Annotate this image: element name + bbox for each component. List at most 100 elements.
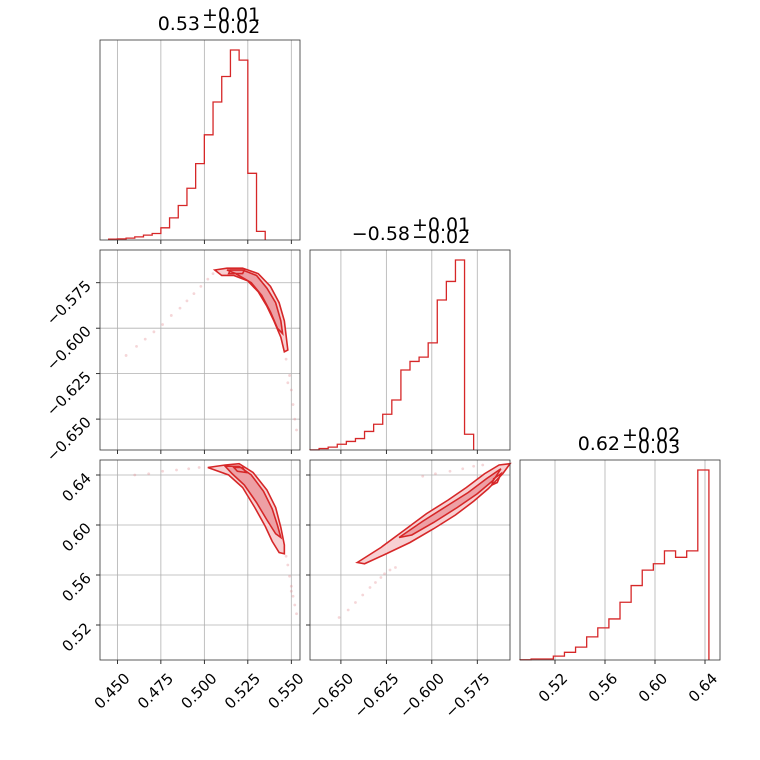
x-tick-label: 0.500	[178, 670, 221, 713]
sample-point	[337, 616, 341, 619]
sample-point	[368, 586, 372, 589]
sample-point	[448, 469, 452, 473]
x-tick-label: 0.56	[585, 670, 621, 706]
x-tick-label: −0.650	[305, 670, 357, 722]
y-tick-label: −0.650	[43, 413, 95, 465]
sample-point	[175, 468, 178, 472]
sample-point	[434, 472, 437, 476]
panel-title-2: 0.62	[578, 433, 620, 455]
y-tick-label: −0.625	[43, 368, 95, 420]
sample-point	[289, 584, 293, 588]
sample-point	[169, 314, 173, 317]
y-tick-label: 0.60	[58, 519, 94, 555]
contour-fill-outer	[214, 268, 288, 352]
sample-point	[289, 589, 293, 593]
sample-point	[284, 357, 288, 361]
sample-point	[379, 576, 383, 579]
contour-line-core	[227, 269, 246, 275]
sample-point	[161, 323, 165, 326]
panel-frame	[309, 249, 511, 451]
y-tick-label: −0.575	[43, 277, 95, 329]
x-tick-label: 0.64	[685, 670, 721, 706]
sample-point	[354, 601, 357, 604]
histogram-0	[108, 49, 266, 240]
sample-point	[288, 574, 291, 578]
scatter-panel-2-1	[306, 459, 512, 664]
sample-point	[295, 612, 298, 616]
sample-point	[286, 563, 290, 567]
y-tick-labels-2: 0.52 0.56 0.60 0.64	[58, 469, 94, 655]
x-tick-label: −0.575	[442, 670, 494, 722]
sample-point	[161, 469, 165, 473]
sample-point	[187, 467, 191, 471]
sample-point	[206, 277, 210, 281]
sample-point	[291, 403, 295, 406]
sample-point	[291, 594, 295, 598]
x-tick-label: 0.60	[635, 670, 671, 706]
y-tick-label: 0.64	[58, 469, 94, 505]
sample-point	[199, 284, 203, 288]
histogram-panel-0: 0.53 +0.01−0.02	[99, 4, 301, 244]
contour-line-core	[232, 466, 248, 474]
sample-point	[197, 466, 201, 469]
contour-line-inner	[226, 269, 284, 336]
contour-line-inner	[398, 468, 502, 539]
sample-point	[293, 603, 297, 607]
sample-point	[289, 388, 293, 392]
histogram-2	[519, 469, 710, 661]
sample-point	[147, 472, 151, 476]
sample-point	[361, 593, 365, 597]
panel-title-lower-0: −0.02	[202, 16, 260, 38]
x-tick-label: 0.475	[134, 670, 177, 713]
panel-title-lower-1: −0.02	[412, 226, 470, 248]
x-tick-label: −0.600	[396, 670, 448, 722]
sample-point	[133, 473, 137, 477]
sample-point	[295, 428, 298, 432]
x-tick-labels-2: 0.52 0.56 0.60 0.64	[535, 670, 721, 706]
panel-title-lower-2: −0.03	[622, 436, 680, 458]
panel-frame	[519, 459, 721, 661]
y-tick-label: 0.56	[58, 569, 94, 605]
sample-point	[286, 381, 290, 385]
sample-point	[374, 581, 377, 584]
sample-point	[481, 463, 485, 467]
sample-point	[185, 299, 189, 303]
contour-line-inner	[223, 465, 283, 540]
x-tick-label: 0.550	[264, 670, 307, 713]
sample-point	[472, 464, 476, 468]
sample-point	[288, 374, 291, 377]
x-tick-label: 0.525	[221, 670, 264, 713]
sample-point	[284, 554, 288, 558]
sample-point	[346, 608, 350, 612]
y-tick-label: −0.600	[43, 322, 95, 374]
sample-point	[143, 337, 147, 341]
panel-title-upper-1: +0.01	[412, 214, 470, 236]
sample-point	[421, 474, 425, 478]
sample-point	[192, 292, 196, 296]
panel-title-1: −0.58	[352, 223, 410, 245]
x-tick-label: 0.52	[535, 670, 571, 706]
x-tick-labels-1: −0.650−0.625−0.600−0.575	[305, 670, 493, 722]
sample-point	[124, 354, 128, 357]
histogram-1	[309, 259, 475, 451]
panel-title-0: 0.53	[158, 13, 200, 35]
sample-point	[383, 572, 386, 576]
sample-point	[211, 272, 215, 276]
sample-point	[394, 566, 397, 569]
contour-line-outer	[355, 462, 512, 565]
scatter-panel-1-0	[96, 249, 301, 454]
sample-point	[293, 417, 297, 421]
sample-point	[152, 330, 156, 334]
panel-title-upper-0: +0.01	[202, 4, 260, 26]
x-tick-label: 0.450	[91, 670, 134, 713]
x-tick-label: −0.625	[351, 670, 403, 722]
sample-point	[178, 306, 182, 310]
histogram-panel-1: −0.58 +0.01−0.02	[309, 214, 511, 454]
contour-line-outer	[207, 462, 286, 555]
y-tick-label: 0.52	[58, 619, 94, 655]
histogram-panel-2: 0.62 +0.02−0.03	[519, 424, 721, 664]
sample-point	[388, 568, 392, 572]
sample-point	[135, 344, 138, 348]
y-tick-labels-1: −0.650−0.625−0.600−0.575	[43, 277, 95, 465]
panel-frame	[309, 459, 511, 661]
